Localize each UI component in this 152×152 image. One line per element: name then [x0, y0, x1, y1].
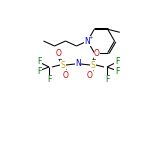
Text: O: O [87, 71, 93, 79]
Text: O: O [94, 50, 100, 59]
Text: O: O [56, 50, 62, 59]
Text: F: F [115, 57, 119, 66]
Text: +: + [89, 35, 93, 40]
Text: F: F [37, 67, 41, 76]
Text: S: S [61, 60, 65, 69]
Text: N: N [75, 59, 81, 69]
Text: N: N [85, 36, 90, 45]
Text: F: F [115, 67, 119, 76]
Text: F: F [37, 57, 41, 66]
Text: F: F [105, 76, 109, 85]
Text: O: O [63, 71, 69, 79]
Text: F: F [47, 76, 51, 85]
Text: S: S [91, 60, 95, 69]
